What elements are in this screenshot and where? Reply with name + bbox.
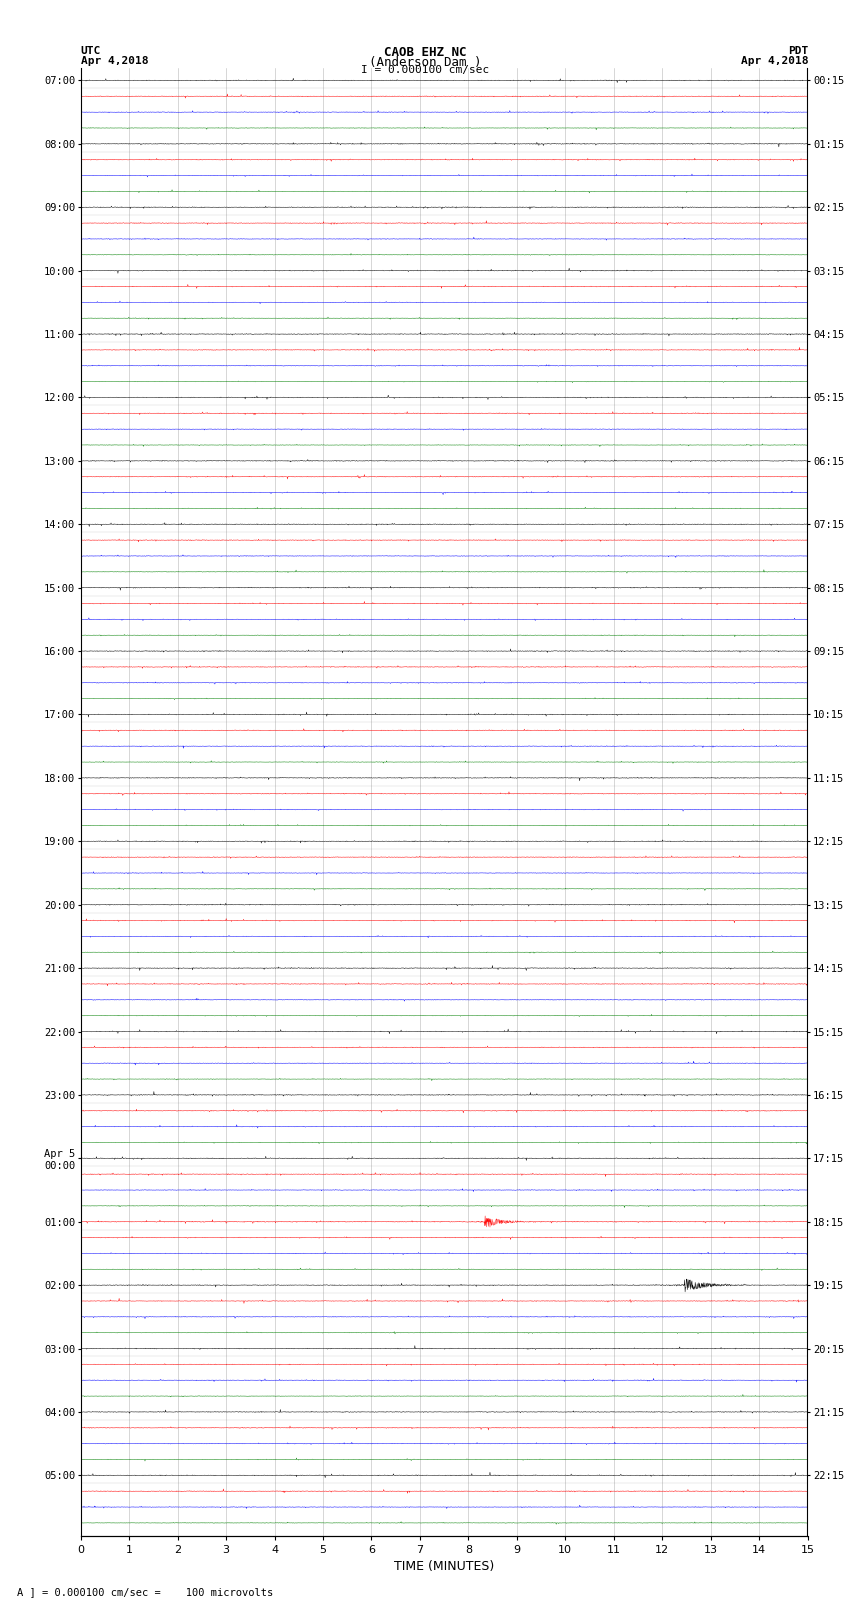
X-axis label: TIME (MINUTES): TIME (MINUTES) — [394, 1560, 494, 1573]
Text: Apr 4,2018: Apr 4,2018 — [741, 56, 808, 66]
Text: Apr 4,2018: Apr 4,2018 — [81, 56, 148, 66]
Text: (Anderson Dam ): (Anderson Dam ) — [369, 56, 481, 69]
Text: CAOB EHZ NC: CAOB EHZ NC — [383, 45, 467, 60]
Text: UTC: UTC — [81, 45, 101, 56]
Text: A ] = 0.000100 cm/sec =    100 microvolts: A ] = 0.000100 cm/sec = 100 microvolts — [17, 1587, 273, 1597]
Text: I = 0.000100 cm/sec: I = 0.000100 cm/sec — [361, 65, 489, 76]
Text: PDT: PDT — [788, 45, 808, 56]
